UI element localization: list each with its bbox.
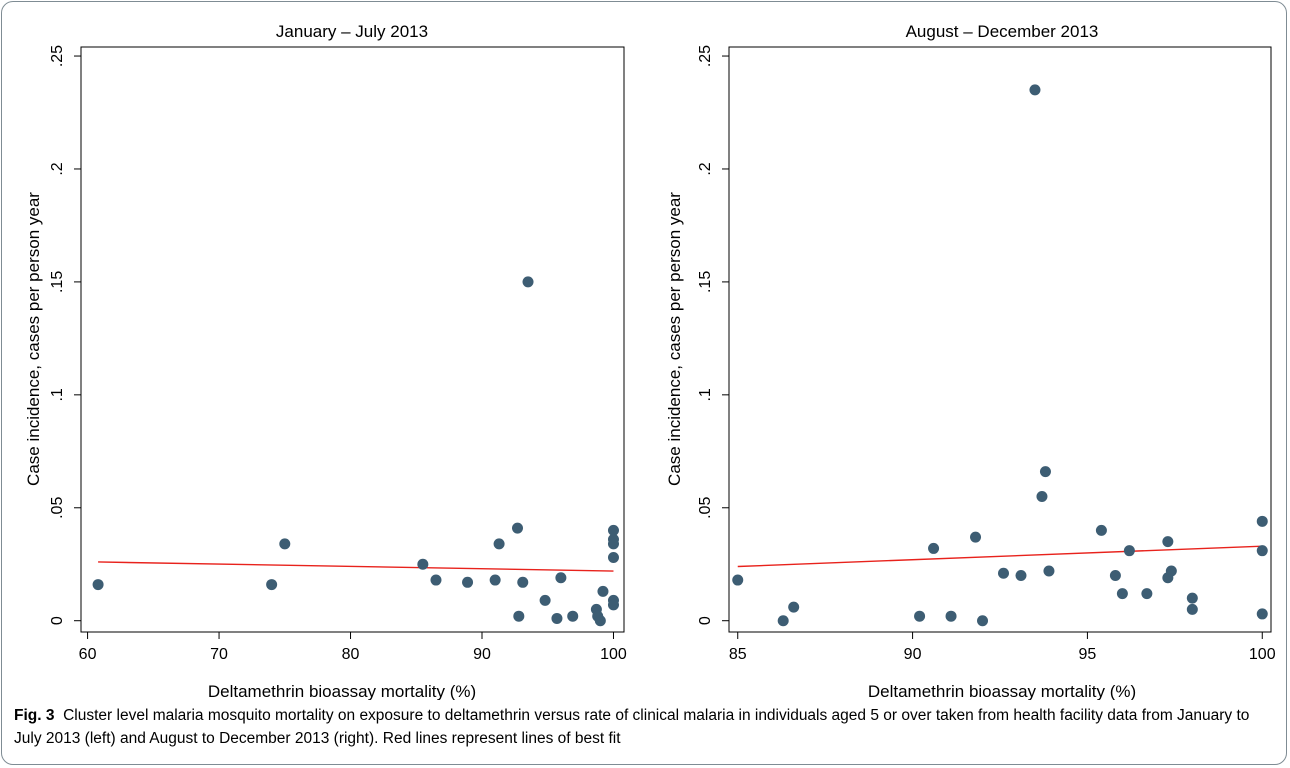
right-x-tick-label: 90	[904, 646, 922, 663]
caption-text: Cluster level malaria mosquito mortality…	[14, 707, 1250, 747]
right-data-point	[1015, 570, 1027, 582]
right-y-axis-label: Case incidence, cases per person year	[665, 192, 684, 486]
right-data-point	[1036, 490, 1048, 502]
left-y-tick-label: .2	[49, 162, 66, 175]
left-data-point	[266, 579, 278, 591]
right-data-point	[1256, 545, 1268, 557]
left-scatter-chart: January – July 2013 Case incidence, case…	[24, 22, 627, 700]
left-data-point	[462, 576, 474, 588]
right-y-tick-label: .05	[697, 497, 714, 519]
right-data-point	[997, 567, 1009, 579]
right-points-group	[732, 84, 1268, 627]
right-y-ticks: 0 .05 .1 .15 .2 .25	[697, 45, 729, 625]
right-data-point	[1029, 84, 1041, 96]
left-x-tick-label: 60	[79, 646, 97, 663]
left-x-tick-label: 90	[473, 646, 491, 663]
right-y-tick-label: .1	[697, 388, 714, 401]
left-y-tick-label: 0	[49, 616, 66, 625]
left-data-point	[513, 610, 525, 622]
left-data-point	[493, 538, 505, 550]
right-data-point	[914, 610, 926, 622]
right-x-axis-label: Deltamethrin bioassay mortality (%)	[868, 682, 1136, 700]
left-fit-line	[98, 561, 614, 572]
right-chart-title: August – December 2013	[906, 22, 1099, 41]
left-y-ticks: 0 .05 .1 .15 .2 .25	[49, 45, 81, 625]
right-y-tick-label: .25	[697, 45, 714, 67]
left-points-group	[92, 276, 619, 627]
right-fit-line	[737, 545, 1263, 568]
right-data-point	[732, 574, 744, 586]
left-y-tick-label: .15	[49, 271, 66, 293]
left-x-tick-label: 100	[600, 646, 627, 663]
right-data-point	[1162, 536, 1174, 548]
right-scatter-chart: August – December 2013 Case incidence, c…	[665, 22, 1276, 700]
caption-label: Fig. 3	[14, 707, 55, 724]
right-x-tick-label: 95	[1079, 646, 1097, 663]
left-data-point	[597, 585, 609, 597]
right-data-point	[788, 601, 800, 613]
right-fit-line-group	[737, 545, 1263, 568]
left-data-point	[594, 615, 606, 627]
right-x-ticks: 85 90 95 100	[729, 632, 1276, 663]
left-x-tick-label: 80	[342, 646, 360, 663]
left-y-tick-label: .05	[49, 497, 66, 519]
left-data-point	[517, 576, 529, 588]
left-x-ticks: 60 70 80 90 100	[79, 632, 627, 663]
right-data-point	[1043, 565, 1055, 577]
left-data-point	[607, 551, 619, 563]
left-data-point	[489, 574, 501, 586]
right-data-point	[1256, 515, 1268, 527]
right-data-point	[1165, 565, 1177, 577]
right-y-tick-label: 0	[697, 616, 714, 625]
right-x-tick-label: 100	[1249, 646, 1276, 663]
right-y-tick-label: .2	[697, 162, 714, 175]
right-data-point	[1256, 608, 1268, 620]
left-data-point	[555, 572, 567, 584]
left-y-axis-label: Case incidence, cases per person year	[24, 192, 43, 486]
right-data-point	[1095, 524, 1107, 536]
left-x-axis-label: Deltamethrin bioassay mortality (%)	[208, 682, 476, 700]
left-fit-line-group	[98, 561, 614, 572]
right-data-point	[945, 610, 957, 622]
right-data-point	[1186, 603, 1198, 615]
left-data-point	[417, 558, 429, 570]
right-data-point	[1116, 588, 1128, 600]
left-data-point	[92, 579, 104, 591]
right-data-point	[1141, 588, 1153, 600]
right-data-point	[1186, 592, 1198, 604]
left-data-point	[607, 538, 619, 550]
figure-caption: Fig. 3 Cluster level malaria mosquito mo…	[14, 704, 1276, 750]
right-data-point	[928, 542, 940, 554]
left-y-tick-label: .1	[49, 388, 66, 401]
right-data-point	[1123, 545, 1135, 557]
left-data-point	[551, 612, 563, 624]
left-data-point	[430, 574, 442, 586]
left-data-point	[539, 594, 551, 606]
right-x-tick-label: 85	[729, 646, 747, 663]
left-data-point	[512, 522, 524, 534]
right-y-tick-label: .15	[697, 271, 714, 293]
left-data-point	[607, 524, 619, 536]
right-data-point	[1109, 570, 1121, 582]
left-y-tick-label: .25	[49, 45, 66, 67]
left-data-point	[567, 610, 579, 622]
right-data-point	[777, 615, 789, 627]
left-data-point	[607, 599, 619, 611]
right-data-point	[970, 531, 982, 543]
left-chart-title: January – July 2013	[276, 22, 428, 41]
left-data-point	[522, 276, 534, 288]
right-data-point	[1039, 466, 1051, 478]
right-data-point	[977, 615, 989, 627]
left-x-tick-label: 70	[210, 646, 228, 663]
left-plot-area	[80, 46, 625, 633]
right-plot-area	[728, 46, 1272, 633]
left-data-point	[279, 538, 291, 550]
